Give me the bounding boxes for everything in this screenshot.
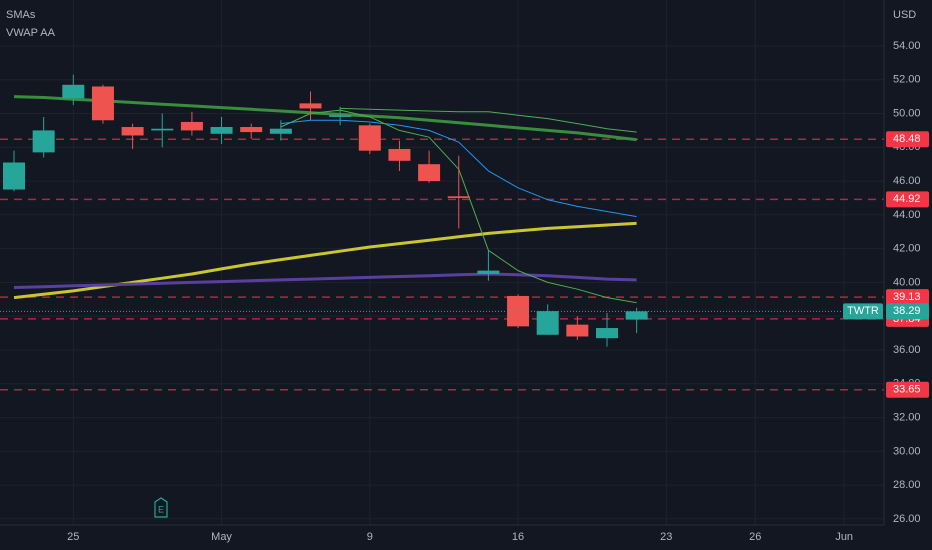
candle-body: [596, 328, 618, 339]
level-tag-label: 44.92: [893, 193, 921, 205]
candle-body: [91, 86, 114, 121]
y-tick-label: 36.00: [893, 344, 921, 356]
level-tag-label: 48.48: [893, 133, 921, 145]
currency-label: USD: [893, 9, 916, 21]
level-tag: [886, 131, 929, 148]
candle-body: [477, 270, 500, 274]
svg-text:E: E: [158, 504, 164, 514]
candle-body: [180, 121, 203, 131]
indicator-line: [13, 95, 637, 142]
candle-body: [62, 84, 85, 99]
candle-body: [388, 148, 411, 161]
symbol-tag: [843, 303, 883, 320]
level-tag-label: 39.13: [893, 291, 921, 303]
x-tick-label: 25: [67, 531, 79, 543]
y-tick-label: 40.00: [893, 276, 921, 288]
indicator-label: SMAs: [6, 9, 36, 21]
candle-body: [447, 196, 470, 198]
y-tick-label: 52.00: [893, 74, 921, 86]
level-tag: [886, 289, 929, 306]
price-tag: [886, 303, 929, 320]
candle-body: [269, 128, 292, 134]
y-tick-label: 54.00: [893, 40, 921, 52]
level-tag-label: 33.65: [893, 384, 921, 396]
candle-body: [418, 164, 441, 182]
symbol-tag-label: TWTR: [847, 305, 879, 317]
candle-body: [329, 115, 352, 117]
indicator-label: VWAP AA: [6, 27, 56, 39]
candle-body: [507, 295, 530, 327]
y-tick-label: 42.00: [893, 243, 921, 255]
candle-body: [210, 127, 233, 134]
candle-body: [151, 128, 174, 131]
candle-body: [3, 162, 25, 190]
candle-body: [299, 103, 322, 109]
y-tick-label: 28.00: [893, 479, 921, 491]
plot: [0, 74, 884, 391]
candle-body: [121, 127, 144, 136]
candle-body: [358, 125, 381, 151]
candle-body: [32, 130, 55, 153]
y-tick-label: 50.00: [893, 107, 921, 119]
candle-body: [536, 311, 559, 335]
earnings-icon: E: [154, 497, 168, 518]
level-tag: [886, 191, 929, 208]
candle-body: [625, 311, 648, 320]
candle-body: [566, 324, 589, 337]
y-tick-label: 44.00: [893, 209, 921, 221]
x-tick-label: 23: [660, 531, 672, 543]
level-tag: [886, 381, 929, 398]
x-tick-label: 26: [749, 531, 761, 543]
y-tick-label: 46.00: [893, 175, 921, 187]
y-tick-label: 30.00: [893, 445, 921, 457]
indicator-line: [340, 107, 637, 133]
candle-body: [240, 127, 263, 133]
y-tick-label: 26.00: [893, 513, 921, 525]
indicator-line: [13, 272, 637, 289]
x-tick-label: Jun: [835, 531, 853, 543]
y-tick-label: 32.00: [893, 411, 921, 423]
x-tick-label: 16: [512, 531, 524, 543]
price-tag-label: 38.29: [893, 305, 921, 317]
x-tick-label: 9: [367, 531, 373, 543]
x-tick-label: May: [211, 531, 232, 543]
